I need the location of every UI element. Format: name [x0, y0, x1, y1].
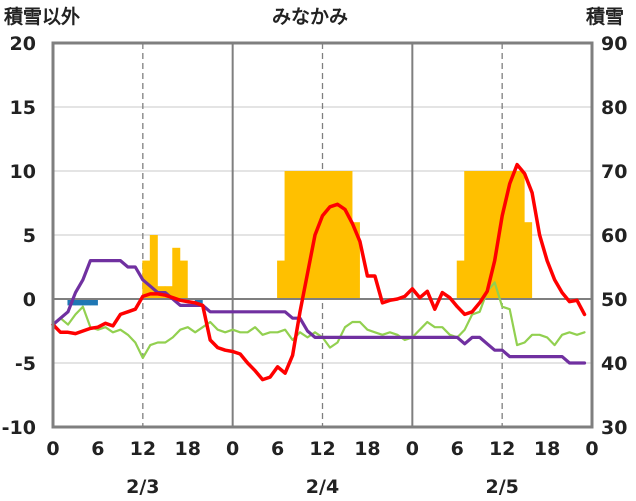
right-tick-label: 90 [601, 33, 627, 55]
temperature-line [51, 162, 587, 382]
precipitation-bar [524, 222, 533, 299]
precipitation-bar [164, 286, 173, 299]
right-tick-label: 40 [601, 353, 627, 375]
precipitation-bar [284, 171, 293, 299]
precipitation-bar [299, 171, 308, 299]
left-tick-label: -5 [15, 353, 36, 375]
precipitation-bar [277, 260, 286, 299]
chart-title: みなかみ [272, 6, 349, 28]
precipitation-bar [456, 260, 465, 299]
left-tick-label: 0 [23, 289, 36, 311]
right-tick-label: 50 [601, 289, 627, 311]
humidity-line [51, 281, 586, 359]
x-tick-label: 12 [130, 438, 156, 460]
snowfall-bar [82, 299, 91, 306]
left-tick-label: 10 [10, 161, 36, 183]
x-tick-label: 6 [91, 438, 104, 460]
snowfall-bar [74, 299, 83, 306]
x-tick-label: 18 [354, 438, 380, 460]
snow-depth-line [51, 259, 587, 365]
x-tick-label: 6 [451, 438, 464, 460]
precipitation-bar [322, 171, 330, 299]
plot-frame [51, 41, 594, 429]
x-tick-label: 0 [585, 438, 598, 460]
x-tick-label: 6 [271, 438, 284, 460]
precipitation-bar [516, 171, 525, 299]
precipitation-bar [329, 171, 338, 299]
x-tick-label: 12 [309, 438, 335, 460]
precipitation-bar [172, 247, 181, 299]
left-tick-label: 20 [10, 33, 36, 55]
precipitation-bar [344, 171, 353, 299]
precipitation-bar [149, 235, 158, 299]
precipitation-bar [501, 171, 510, 299]
bars-layer [67, 171, 533, 306]
right-axis-title: 積雪 [586, 6, 625, 28]
precipitation-bar [314, 171, 323, 299]
x-tick-label: 0 [406, 438, 419, 460]
x-tick-label: 18 [175, 438, 201, 460]
precipitation-bar [486, 171, 495, 299]
right-tick-label: 30 [601, 417, 627, 439]
plot-frame-layer [51, 41, 594, 429]
precipitation-bar [292, 171, 301, 299]
right-tick-label: 80 [601, 97, 627, 119]
right-tick-label: 70 [601, 161, 627, 183]
precipitation-bar [179, 260, 188, 299]
date-label: 2/3 [126, 476, 159, 498]
precipitation-bar [307, 171, 316, 299]
x-tick-label: 0 [226, 438, 239, 460]
lines-layer [51, 162, 587, 382]
date-label: 2/4 [306, 476, 339, 498]
precipitation-bar [351, 222, 360, 299]
x-tick-label: 12 [489, 438, 515, 460]
date-label: 2/5 [485, 476, 518, 498]
snowfall-bar [89, 299, 98, 306]
left-axis-title: 積雪以外 [4, 6, 81, 28]
right-tick-label: 60 [601, 225, 627, 247]
precipitation-bar [471, 171, 480, 299]
precipitation-bar [464, 171, 473, 299]
precipitation-bar [509, 171, 518, 299]
x-tick-label: 0 [46, 438, 59, 460]
left-tick-label: -10 [2, 417, 36, 439]
x-tick-label: 18 [534, 438, 560, 460]
precipitation-bar [142, 260, 151, 299]
precipitation-bar [336, 171, 345, 299]
left-tick-label: 5 [23, 225, 36, 247]
left-tick-label: 15 [10, 97, 36, 119]
precipitation-bar [479, 171, 488, 299]
